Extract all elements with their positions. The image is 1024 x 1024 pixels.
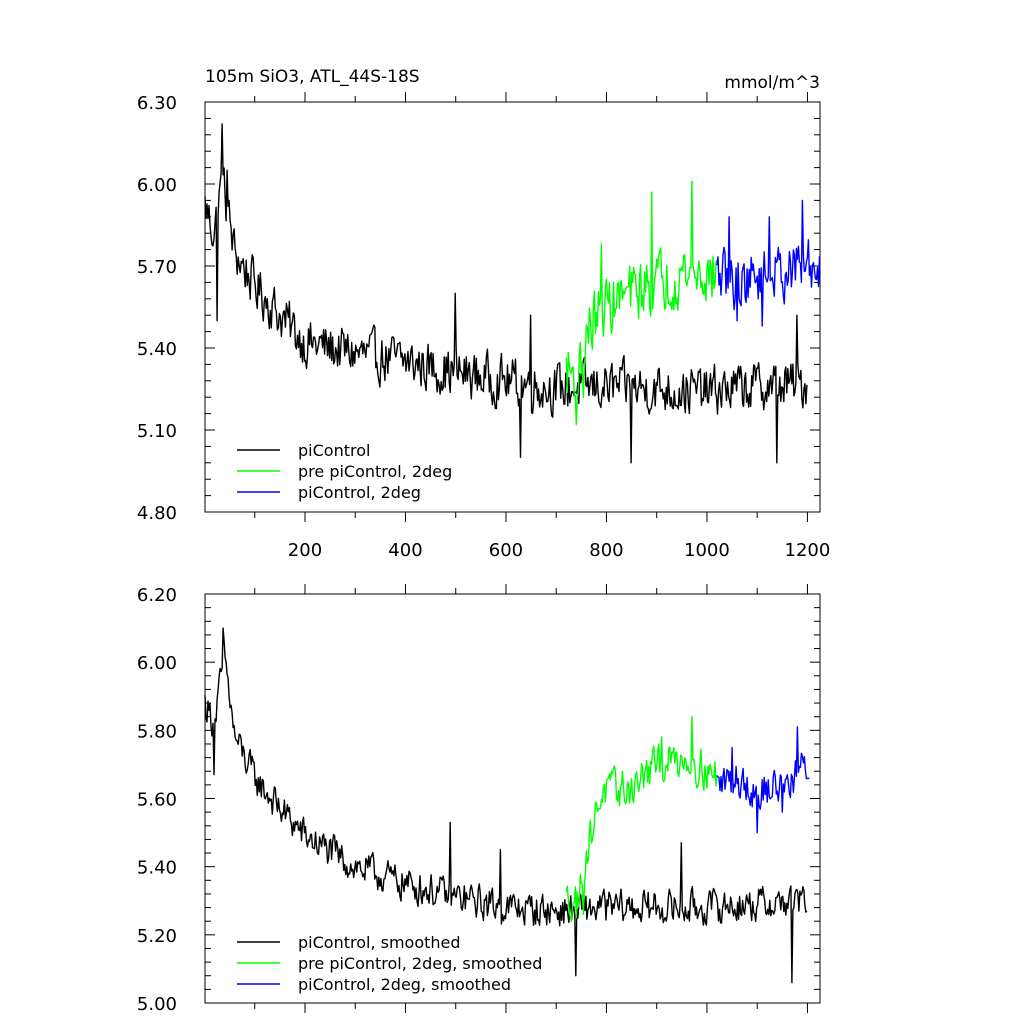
plot-area-bottom: 5.00 5.20 5.40 5.60 5.80 6.00 6.20 bbox=[137, 584, 821, 1015]
series-line-picontrol-smoothed bbox=[204, 627, 808, 984]
bottom-panel: 5.00 5.20 5.40 5.60 5.80 6.00 6.20 piControl, … bbox=[137, 584, 821, 1015]
y-tick-label: 5.80 bbox=[137, 721, 177, 742]
y-tick-label: 6.00 bbox=[137, 175, 177, 196]
legend-bottom: piControl, smoothed pre piControl, 2deg,… bbox=[237, 933, 542, 994]
series-line-picontrol-2deg bbox=[716, 199, 821, 327]
y-tick-label: 6.00 bbox=[137, 653, 177, 674]
legend-label-pre-picontrol-2deg: pre piControl, 2deg bbox=[298, 462, 452, 481]
y-tick-label: 5.10 bbox=[137, 421, 177, 442]
x-tick-label: 1200 bbox=[785, 540, 831, 561]
chart-title: 105m SiO3, ATL_44S-18S bbox=[205, 67, 420, 87]
series-line-pre-picontrol-2deg-smoothed bbox=[565, 716, 718, 922]
plot-area-top: 200 400 600 800 1000 1200 4.80 5.10 5.40 5.70 6.00… bbox=[137, 92, 830, 561]
series-line-pre-picontrol-2deg bbox=[565, 180, 718, 426]
legend-top: piControl pre piControl, 2deg piControl,… bbox=[237, 441, 452, 502]
y-tick-label: 4.80 bbox=[137, 503, 177, 524]
y-tick-label: 5.60 bbox=[137, 790, 177, 811]
legend-label-pre-picontrol-2deg-smoothed: pre piControl, 2deg, smoothed bbox=[298, 954, 542, 973]
legend-label-picontrol-smoothed: piControl, smoothed bbox=[298, 933, 461, 952]
top-panel: 105m SiO3, ATL_44S-18S mmol/m^3 200 400 60… bbox=[137, 67, 830, 561]
y-tick-label: 5.40 bbox=[137, 858, 177, 879]
legend-label-picontrol-2deg-smoothed: piControl, 2deg, smoothed bbox=[298, 975, 511, 994]
y-tick-label: 6.20 bbox=[137, 585, 177, 606]
series-line-picontrol bbox=[204, 123, 808, 464]
legend-label-picontrol-2deg: piControl, 2deg bbox=[298, 483, 421, 502]
units-label: mmol/m^3 bbox=[724, 73, 820, 93]
x-tick-label: 600 bbox=[489, 540, 523, 561]
y-tick-label: 5.20 bbox=[137, 926, 177, 947]
x-tick-label: 800 bbox=[589, 540, 623, 561]
y-tick-label: 6.30 bbox=[137, 93, 177, 114]
x-tick-label: 400 bbox=[388, 540, 422, 561]
legend-label-picontrol: piControl bbox=[298, 441, 370, 460]
y-tick-label: 5.70 bbox=[137, 257, 177, 278]
x-tick-label: 200 bbox=[288, 540, 322, 561]
plot-frame bbox=[204, 101, 821, 513]
y-tick-label: 5.00 bbox=[137, 994, 177, 1015]
series-line-picontrol-2deg-smoothed bbox=[716, 726, 810, 834]
x-tick-label: 1000 bbox=[684, 540, 730, 561]
y-tick-label: 5.40 bbox=[137, 339, 177, 360]
